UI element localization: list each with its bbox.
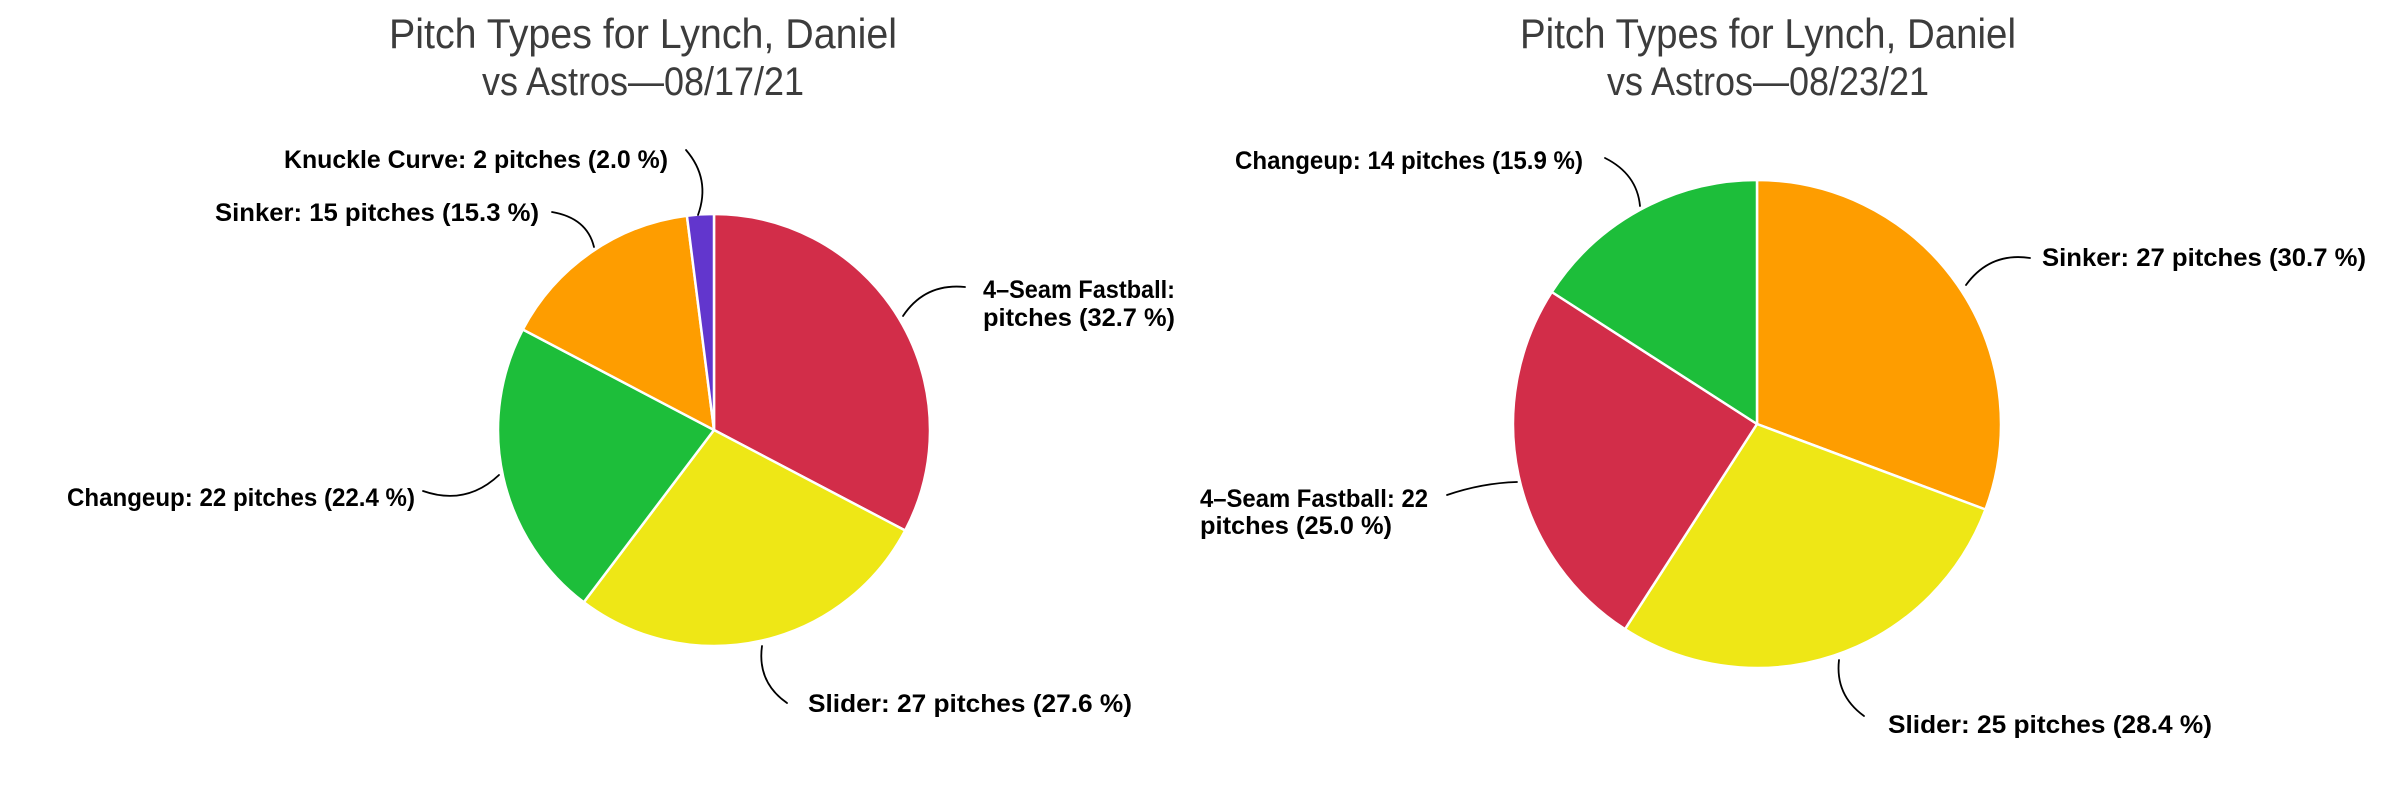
pie-right-slices: Sinker: 27 pitches (30.7 %) Slider: 25 pi… — [1200, 147, 2366, 739]
pie-slice-slider — [582, 428, 907, 648]
pie-slice-sinker — [521, 214, 716, 432]
pie-slice-sinker — [1755, 178, 2003, 511]
slice-label: Changeup: 14 pitches (15.9 %) — [1235, 147, 1583, 175]
slice-label: 4–Seam Fastball: — [983, 276, 1175, 304]
leader-line — [685, 149, 704, 216]
leader-line — [1446, 481, 1518, 496]
pie-slice-4-seam-fastball — [1511, 290, 1759, 631]
leader-line — [1837, 659, 1865, 717]
slice-label: pitches (32.7 %) — [983, 304, 1175, 332]
pie-slice-knuckle-curve — [685, 212, 716, 432]
pie-slice-changeup — [1550, 178, 1759, 426]
leader-line — [902, 285, 966, 317]
leader-line — [551, 211, 595, 248]
pie-chart-right: Pitch Types for Lynch, Daniel vs Astros—… — [1200, 10, 2366, 739]
pie-slice-slider — [1623, 422, 1987, 670]
chart-title: Pitch Types for Lynch, Daniel — [1520, 10, 2016, 57]
slice-label: Changeup: 22 pitches (22.4 %) — [67, 484, 415, 512]
slice-label: Sinker: 27 pitches (30.7 %) — [2042, 244, 2366, 272]
leader-line — [760, 645, 788, 704]
slice-label: Slider: 27 pitches (27.6 %) — [808, 690, 1132, 718]
chart-title: Pitch Types for Lynch, Daniel — [389, 10, 897, 57]
slice-label: Slider: 25 pitches (28.4 %) — [1888, 711, 2212, 739]
pie-chart-left: Pitch Types for Lynch, Daniel vs Astros—… — [67, 10, 1175, 718]
leader-line — [1965, 256, 2031, 286]
pie-slice-changeup — [496, 328, 716, 604]
chart-subtitle: vs Astros—08/17/21 — [482, 60, 804, 104]
slice-label: pitches (25.0 %) — [1200, 512, 1392, 540]
leader-line — [1604, 157, 1641, 207]
pie-left-slices: 4–Seam Fastball:pitches (32.7 %) Slider: … — [67, 146, 1175, 718]
pie-slice-4-seam-fastball — [712, 212, 932, 532]
slice-label: Sinker: 15 pitches (15.3 %) — [215, 199, 539, 227]
leader-line — [422, 474, 500, 497]
slice-label: Knuckle Curve: 2 pitches (2.0 %) — [284, 146, 668, 174]
slice-label: 4–Seam Fastball: 22 — [1200, 485, 1428, 513]
chart-subtitle: vs Astros—08/23/21 — [1607, 60, 1929, 104]
